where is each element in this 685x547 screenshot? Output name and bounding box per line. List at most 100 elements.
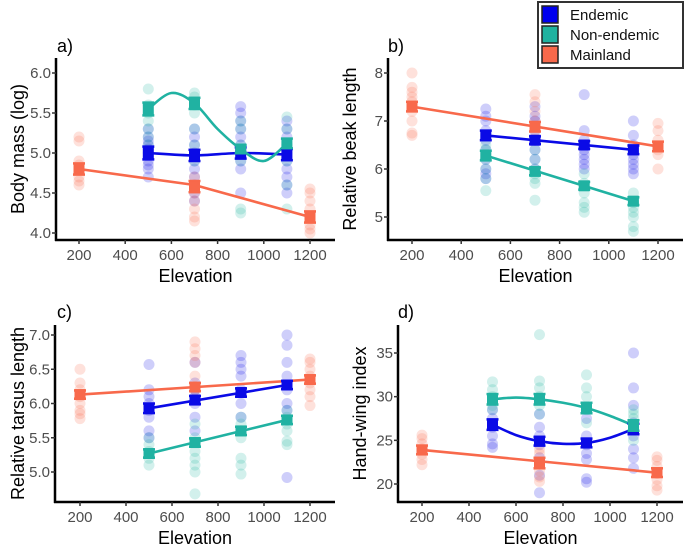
y-tick-label: 6.0 xyxy=(29,396,50,413)
mean-marker-mainland xyxy=(73,162,85,176)
data-point-endemic xyxy=(581,476,592,488)
data-point-endemic xyxy=(235,411,247,423)
fit-line-non-endemic xyxy=(492,396,634,427)
data-point-endemic xyxy=(581,473,592,485)
data-point-endemic xyxy=(534,421,545,433)
legend-item-endemic: Endemic xyxy=(541,5,629,24)
mean-marker-mainland xyxy=(651,467,663,479)
data-point-endemic xyxy=(628,462,639,474)
data-point-mainland xyxy=(529,96,541,108)
data-point-mainland xyxy=(406,86,418,98)
data-point-endemic xyxy=(281,356,293,368)
data-point-endemic xyxy=(235,131,247,143)
data-point-mainland xyxy=(74,413,86,425)
x-tick-label: 800 xyxy=(205,247,230,264)
data-point-non-endemic xyxy=(143,459,155,471)
data-point-non-endemic xyxy=(189,452,201,464)
legend-item-mainland: Mainland xyxy=(541,45,631,64)
data-point-non-endemic xyxy=(143,439,155,451)
data-point-mainland xyxy=(189,370,201,382)
x-tick-label: 800 xyxy=(205,509,230,526)
legend: Endemic Non-endemic Mainland xyxy=(537,1,684,69)
data-point-non-endemic xyxy=(578,201,590,213)
y-tick-label: 5.0 xyxy=(30,145,51,162)
data-point-mainland xyxy=(189,356,201,368)
data-point-mainland xyxy=(529,105,541,117)
mean-marker-endemic xyxy=(281,379,293,391)
data-point-endemic xyxy=(235,370,247,382)
data-point-endemic xyxy=(235,163,247,175)
data-point-mainland xyxy=(416,429,428,441)
x-tick-label: 800 xyxy=(550,509,575,526)
mean-marker-non-endemic xyxy=(533,392,546,406)
data-point-endemic xyxy=(628,443,639,455)
y-axis-title: Body mass (log) xyxy=(8,84,28,214)
data-point-endemic xyxy=(235,350,247,362)
data-point-non-endemic xyxy=(581,369,592,381)
data-point-endemic xyxy=(627,129,639,141)
x-axis-title: Elevation xyxy=(158,266,232,286)
data-point-non-endemic xyxy=(189,87,200,99)
data-point-mainland xyxy=(406,91,418,103)
data-point-non-endemic xyxy=(189,488,201,500)
mean-marker-mainland xyxy=(74,389,86,401)
y-tick-label: 7 xyxy=(375,113,383,130)
data-point-endemic xyxy=(189,123,200,135)
data-point-mainland xyxy=(189,343,201,355)
data-point-mainland xyxy=(73,135,85,147)
data-point-non-endemic xyxy=(487,376,498,388)
mean-marker-non-endemic xyxy=(235,425,247,437)
data-point-endemic xyxy=(578,153,590,165)
x-tick-label: 400 xyxy=(113,247,138,264)
x-tick-label: 1000 xyxy=(247,509,280,526)
data-point-mainland xyxy=(304,356,316,368)
y-tick-label: 35 xyxy=(376,345,393,362)
y-tick-label: 4.5 xyxy=(30,185,51,202)
data-point-endemic xyxy=(581,413,592,424)
data-point-endemic xyxy=(143,358,155,370)
data-point-endemic xyxy=(281,404,293,416)
y-tick-label: 7.0 xyxy=(29,327,50,344)
data-point-non-endemic xyxy=(534,329,545,341)
data-point-non-endemic xyxy=(235,115,247,127)
mean-marker-non-endemic xyxy=(486,392,499,406)
data-point-non-endemic xyxy=(235,207,247,219)
data-point-mainland xyxy=(406,81,418,93)
data-point-mainland xyxy=(406,115,418,127)
data-point-mainland xyxy=(651,484,663,496)
data-point-non-endemic xyxy=(487,384,498,396)
y-tick-label: 5.5 xyxy=(29,430,50,447)
data-point-endemic xyxy=(578,158,590,170)
panel-label: a) xyxy=(57,36,73,56)
scatter-points xyxy=(406,67,664,237)
data-point-non-endemic xyxy=(581,417,592,429)
data-point-endemic xyxy=(627,115,639,127)
mean-marker-mainland xyxy=(188,179,201,194)
data-point-mainland xyxy=(534,471,545,483)
data-point-non-endemic xyxy=(281,404,293,416)
data-point-non-endemic xyxy=(628,408,639,420)
data-point-endemic xyxy=(529,153,541,165)
data-point-endemic xyxy=(487,441,498,453)
data-point-non-endemic xyxy=(534,375,545,387)
mean-marker-non-endemic xyxy=(281,414,293,426)
data-point-mainland xyxy=(189,195,200,207)
data-point-mainland xyxy=(651,454,663,466)
data-point-mainland xyxy=(304,391,316,403)
legend-label: Mainland xyxy=(570,47,631,64)
mean-marker-non-endemic xyxy=(627,418,640,432)
data-point-non-endemic xyxy=(235,468,247,480)
y-tick-label: 20 xyxy=(376,476,393,493)
data-point-endemic xyxy=(281,339,293,351)
data-point-mainland xyxy=(651,480,663,492)
data-point-non-endemic xyxy=(189,139,200,151)
data-point-mainland xyxy=(652,163,664,175)
x-tick-label: 1200 xyxy=(293,247,326,264)
data-point-mainland xyxy=(73,179,85,191)
data-point-endemic xyxy=(627,168,639,180)
data-point-mainland xyxy=(189,336,201,348)
data-point-endemic xyxy=(189,195,200,207)
data-point-endemic xyxy=(143,411,155,423)
data-point-endemic xyxy=(281,329,293,341)
data-point-non-endemic xyxy=(480,185,492,197)
